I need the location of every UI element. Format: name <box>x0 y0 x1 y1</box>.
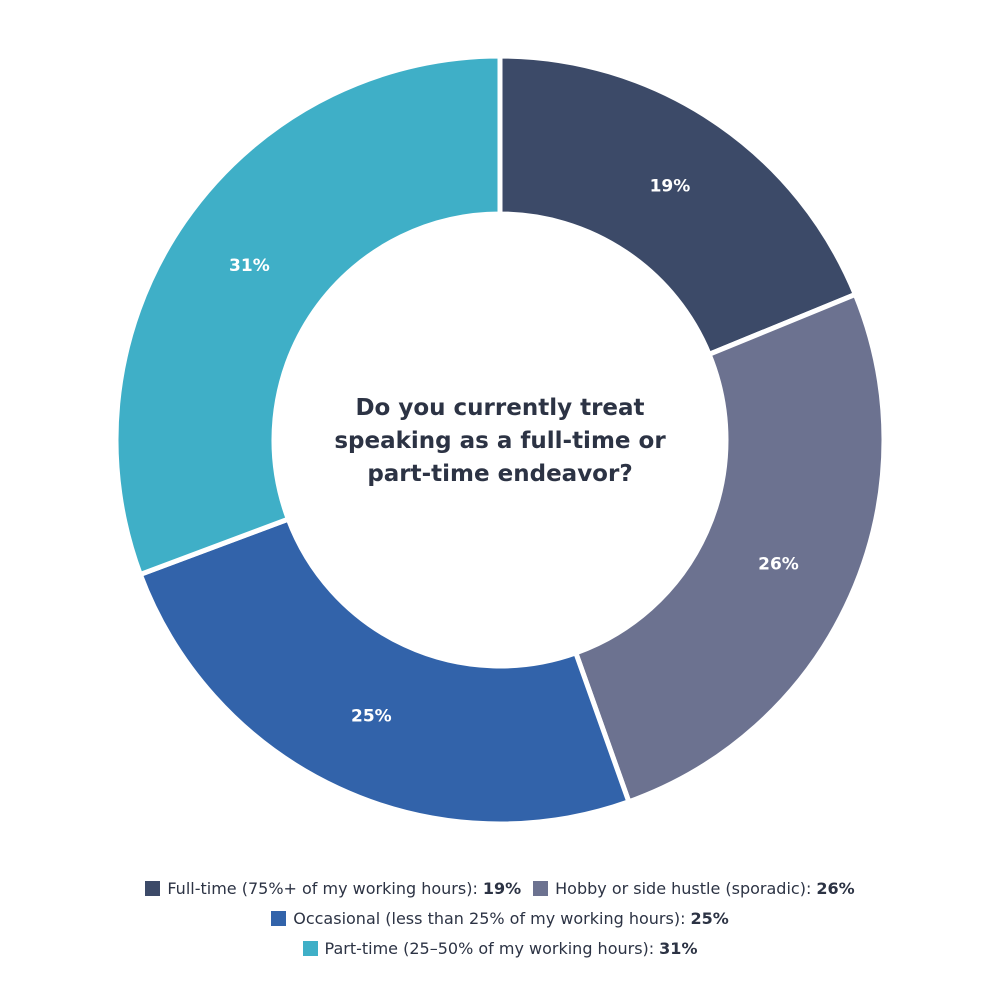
slice-label-occasional: 25% <box>351 707 392 727</box>
legend-swatch-full-time <box>145 880 161 896</box>
chart-title-line-2: speaking as a full-time or <box>334 428 666 454</box>
legend-swatch-occasional <box>271 910 287 926</box>
legend-value-occasional: 25% <box>690 908 729 928</box>
donut-slices <box>113 53 887 827</box>
legend-value-hobby: 26% <box>816 878 855 898</box>
legend-row-1: Full-time (75%+ of my working hours): 19… <box>0 873 1000 903</box>
legend-label-occasional: Occasional (less than 25% of my working … <box>293 908 681 928</box>
chart-legend: Full-time (75%+ of my working hours): 19… <box>0 873 1000 963</box>
legend-value-part-time: 31% <box>659 938 698 958</box>
donut-chart: 19% 26% 25% 31% <box>113 53 887 827</box>
slice-full-time <box>497 53 859 358</box>
legend-label-full-time: Full-time (75%+ of my working hours) <box>167 878 473 898</box>
legend-value-full-time: 19% <box>482 878 522 898</box>
legend-swatch-part-time <box>302 940 318 956</box>
chart-title: Do you currently treat speaking as a ful… <box>300 392 700 491</box>
slice-occasional <box>137 515 633 827</box>
slice-label-full-time: 19% <box>650 177 691 197</box>
slice-part-time <box>113 53 503 578</box>
legend-item-occasional: Occasional (less than 25% of my working … <box>271 909 729 928</box>
legend-item-full-time: Full-time (75%+ of my working hours): 19… <box>145 879 521 898</box>
legend-label-hobby: Hobby or side hustle (sporadic) <box>555 878 806 898</box>
legend-swatch-hobby <box>533 880 549 896</box>
slice-labels: 19% 26% 25% 31% <box>229 177 799 727</box>
legend-row-3: Part-time (25–50% of my working hours): … <box>0 933 1000 963</box>
chart-title-line-1: Do you currently treat <box>355 395 645 421</box>
legend-item-part-time: Part-time (25–50% of my working hours): … <box>302 938 698 958</box>
slice-hobby-or-side-hustle <box>572 291 887 805</box>
legend-row-2: Occasional (less than 25% of my working … <box>0 903 1000 933</box>
legend-label-part-time: Part-time (25–50% of my working hours) <box>324 938 649 958</box>
legend-item-hobby: Hobby or side hustle (sporadic): 26% <box>533 879 855 898</box>
slice-label-part-time: 31% <box>229 256 270 276</box>
chart-title-line-3: part-time endeavor? <box>367 461 633 487</box>
slice-label-hobby-or-side-hustle: 26% <box>758 554 799 574</box>
